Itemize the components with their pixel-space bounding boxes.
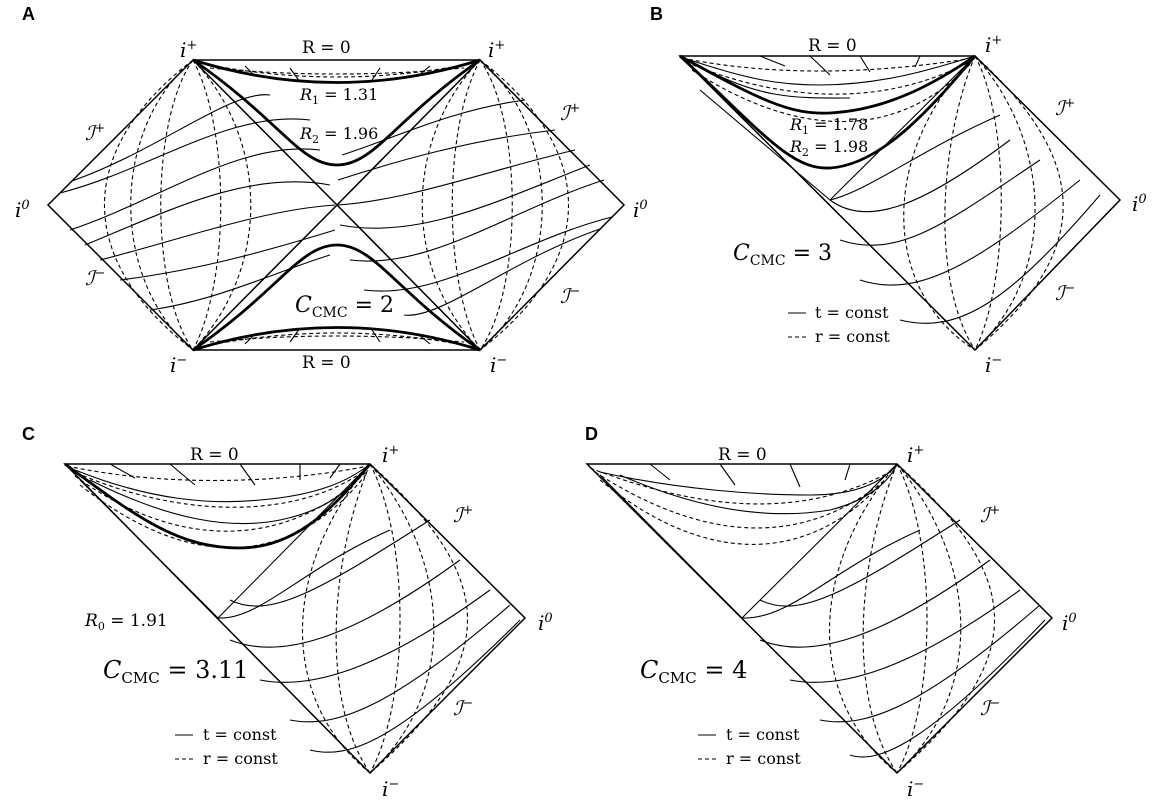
panel-b-r2-label: R2 = 1.98 bbox=[789, 137, 868, 159]
panel-b-outline bbox=[678, 55, 1122, 352]
panel-a-bottom-region-lines bbox=[244, 327, 431, 345]
panel-a-r0-top-label: R = 0 bbox=[302, 38, 351, 58]
panel-a-bottom-region-dashes bbox=[204, 332, 469, 347]
panel-d-scri-minus-label: ℐ− bbox=[980, 696, 1000, 720]
panel-c-cmc-r0 bbox=[64, 462, 372, 550]
panel-a-r2-label: R2 = 1.96 bbox=[299, 124, 378, 146]
panel-c-outline bbox=[63, 463, 527, 775]
panel-a: A i+ i+ i− i− i0 i0 ℐ+ ℐ+ ℐ− ℐ− R = bbox=[15, 4, 648, 377]
panel-letter-b: B bbox=[650, 4, 663, 24]
panel-letter-c: C bbox=[22, 424, 35, 444]
panel-b-legend-r-label: r = const bbox=[815, 327, 890, 346]
panel-d-legend: t = const r = const bbox=[698, 725, 801, 768]
panel-c-i-minus-label: i− bbox=[382, 777, 399, 801]
panel-a-cmc-top-inner bbox=[192, 58, 481, 84]
panel-b-i-minus-label: i− bbox=[985, 353, 1002, 377]
panel-a-cmc-top-outer bbox=[192, 58, 481, 167]
panel-a-i-plus-left-label: i+ bbox=[180, 38, 197, 62]
panel-c-i-plus-label: i+ bbox=[382, 443, 399, 467]
panel-b-scri-plus-label: ℐ+ bbox=[1055, 96, 1075, 120]
panel-a-i-minus-left-label: i− bbox=[170, 353, 187, 377]
panel-d-t-lines bbox=[599, 463, 1046, 758]
panel-d-outline bbox=[585, 463, 1054, 775]
panel-b-legend-t-label: t = const bbox=[815, 303, 889, 322]
panel-d-i-plus-label: i+ bbox=[907, 443, 924, 467]
panel-b-i-zero-label: i0 bbox=[1132, 192, 1147, 216]
panel-a-left-t-lines bbox=[59, 94, 336, 311]
panel-c-i-zero-label: i0 bbox=[538, 611, 553, 635]
panel-a-top-region-lines bbox=[244, 65, 431, 83]
panel-a-cmc-bottom-inner bbox=[192, 326, 481, 352]
panel-c-horizon bbox=[217, 463, 371, 619]
panel-a-right-t-lines bbox=[337, 99, 613, 316]
panel-letter-a: A bbox=[22, 4, 35, 24]
panel-d-horizon bbox=[741, 463, 898, 619]
panel-b-i-plus-label: i+ bbox=[985, 33, 1002, 57]
panel-a-cmc-label: CCMC = 2 bbox=[295, 293, 394, 321]
panel-a-scri-minus-right-label: ℐ− bbox=[560, 284, 580, 308]
panel-a-r0-bottom-label: R = 0 bbox=[302, 353, 351, 373]
panel-c: C R = 0 i+ i− i0 ℐ+ ℐ− R0 = 1.91 CCMC = … bbox=[22, 424, 553, 801]
panel-b-horizon bbox=[829, 55, 976, 201]
panel-d-i-minus-label: i− bbox=[907, 777, 924, 801]
panel-b-r-lines bbox=[681, 55, 1064, 351]
panel-c-legend-r-label: r = const bbox=[203, 749, 278, 768]
panel-b-r0-top-label: R = 0 bbox=[808, 36, 857, 56]
panel-c-r0-label: R0 = 1.91 bbox=[84, 611, 168, 633]
panel-a-scri-plus-left-label: ℐ+ bbox=[85, 121, 105, 145]
panel-c-scri-minus-label: ℐ− bbox=[453, 696, 473, 720]
panel-c-r0-top-label: R = 0 bbox=[190, 445, 239, 465]
panel-b-cmc-label: CCMC = 3 bbox=[733, 241, 832, 269]
panel-a-i-plus-right-label: i+ bbox=[488, 38, 505, 62]
panel-d-legend-t-label: t = const bbox=[726, 725, 800, 744]
panel-c-legend-t-label: t = const bbox=[203, 725, 277, 744]
panel-letter-d: D bbox=[585, 424, 598, 444]
panel-b-interior-t-lines bbox=[689, 55, 1101, 324]
panel-a-scri-minus-left-label: ℐ− bbox=[85, 266, 105, 290]
panel-d-r-lines bbox=[589, 463, 995, 774]
panel-b-cmc-r1 bbox=[679, 54, 976, 115]
panel-c-cmc-label: CCMC = 3.11 bbox=[103, 656, 249, 687]
panel-d-scri-plus-label: ℐ+ bbox=[980, 503, 1000, 527]
panel-a-left-diamond bbox=[46, 58, 339, 352]
panel-b: B R = 0 i+ i− i0 ℐ+ ℐ− R1 = 1.78 R2 = 1.… bbox=[650, 4, 1147, 377]
panel-a-i-zero-right-label: i0 bbox=[633, 198, 648, 222]
panel-d-r0-top-label: R = 0 bbox=[718, 445, 767, 465]
panel-d-cmc-label: CCMC = 4 bbox=[640, 656, 747, 687]
panel-d-legend-r-label: r = const bbox=[726, 749, 801, 768]
panel-a-i-zero-left-label: i0 bbox=[15, 198, 30, 222]
panel-d-i-zero-label: i0 bbox=[1062, 611, 1077, 635]
panel-a-r1-label: R1 = 1.31 bbox=[299, 85, 378, 107]
panel-a-left-r-lines bbox=[104, 59, 252, 351]
panel-b-legend: t = const r = const bbox=[788, 303, 890, 346]
panel-a-right-r-lines bbox=[421, 59, 569, 351]
panel-b-cmc-r2 bbox=[679, 54, 977, 170]
panel-a-top-region-dashes bbox=[204, 63, 469, 78]
panel-a-i-minus-right-label: i− bbox=[490, 353, 507, 377]
panel-c-t-lines bbox=[74, 463, 521, 753]
panel-c-r-lines bbox=[66, 463, 468, 774]
panel-c-legend: t = const r = const bbox=[175, 725, 278, 768]
panel-d: D R = 0 i+ i− i0 ℐ+ ℐ− CCMC = 4 t = cons… bbox=[585, 424, 1077, 801]
panel-b-scri-minus-label: ℐ− bbox=[1055, 281, 1075, 305]
panel-a-cmc-bottom-outer bbox=[192, 243, 481, 352]
panel-b-r1-label: R1 = 1.78 bbox=[789, 115, 868, 137]
panel-c-scri-plus-label: ℐ+ bbox=[453, 503, 473, 527]
panel-a-scri-plus-right-label: ℐ+ bbox=[560, 101, 580, 125]
